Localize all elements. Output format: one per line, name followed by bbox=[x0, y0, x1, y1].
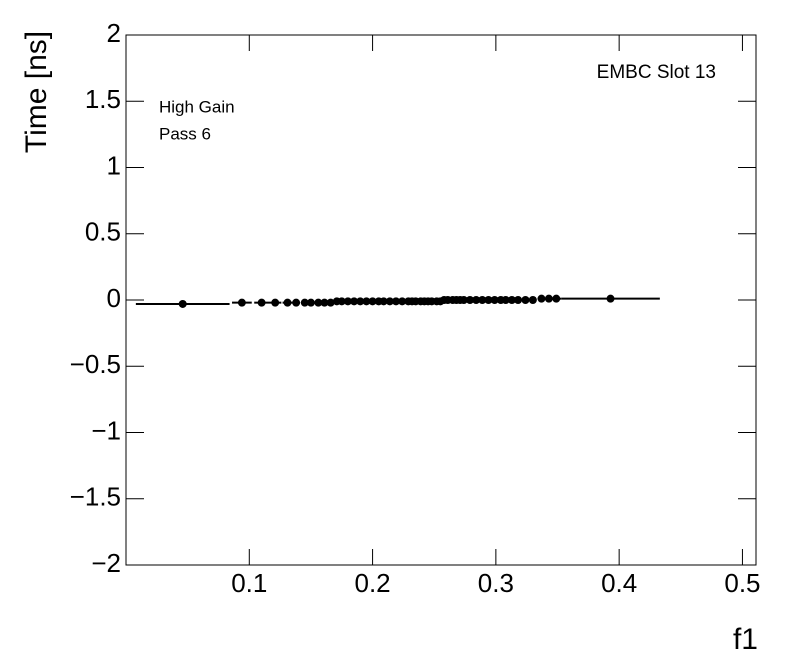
data-point bbox=[306, 298, 315, 307]
data-point bbox=[552, 294, 561, 303]
y-tick-label: 0 bbox=[107, 283, 121, 313]
data-point bbox=[178, 299, 187, 308]
data-point bbox=[528, 296, 537, 304]
annotation: EMBC Slot 13 bbox=[597, 62, 716, 83]
y-tick-label: 0.5 bbox=[85, 217, 121, 247]
data-point bbox=[521, 296, 530, 304]
data-point bbox=[484, 296, 493, 304]
data-point bbox=[362, 297, 371, 306]
data-point bbox=[257, 298, 266, 307]
data-point bbox=[385, 297, 394, 306]
data-point bbox=[465, 296, 474, 304]
data-point bbox=[320, 298, 329, 307]
x-tick-label: 0.3 bbox=[478, 568, 514, 598]
y-tick-label: 2 bbox=[107, 18, 121, 48]
data-point bbox=[490, 296, 499, 304]
data-point bbox=[501, 296, 510, 304]
x-tick-label: 0.5 bbox=[724, 568, 760, 598]
data-point bbox=[283, 298, 292, 307]
data-point bbox=[350, 297, 359, 306]
x-axis-label: f1 bbox=[733, 623, 758, 656]
data-point bbox=[368, 297, 377, 306]
data-point bbox=[398, 297, 407, 306]
x-tick-label: 0.4 bbox=[601, 568, 637, 598]
data-point bbox=[459, 296, 468, 304]
data-point bbox=[507, 296, 516, 304]
data-point bbox=[356, 297, 365, 306]
y-axis-label: Time [ns] bbox=[20, 31, 53, 153]
data-point bbox=[537, 294, 546, 303]
data-point bbox=[606, 294, 615, 303]
data-point bbox=[314, 298, 323, 307]
y-tick-label: −1 bbox=[91, 415, 121, 445]
data-point bbox=[337, 297, 346, 306]
annotation: High Gain bbox=[159, 97, 235, 116]
data-point bbox=[478, 296, 487, 304]
y-tick-label: −0.5 bbox=[70, 349, 121, 379]
data-point bbox=[392, 297, 400, 306]
y-tick-label: −2 bbox=[91, 548, 121, 578]
data-point bbox=[472, 296, 481, 304]
data-point bbox=[514, 296, 523, 304]
annotation: Pass 6 bbox=[159, 124, 211, 143]
data-point bbox=[379, 297, 388, 306]
y-tick-label: −1.5 bbox=[70, 482, 121, 512]
data-point bbox=[271, 298, 280, 307]
y-tick-label: 1 bbox=[107, 150, 121, 180]
data-point bbox=[237, 298, 246, 307]
x-tick-label: 0.1 bbox=[231, 568, 267, 598]
y-tick-label: 1.5 bbox=[85, 84, 121, 114]
data-point bbox=[343, 297, 352, 306]
x-tick-label: 0.2 bbox=[354, 568, 390, 598]
data-point bbox=[544, 294, 553, 303]
data-point bbox=[300, 298, 309, 307]
data-point bbox=[326, 298, 335, 307]
data-point bbox=[292, 298, 301, 307]
